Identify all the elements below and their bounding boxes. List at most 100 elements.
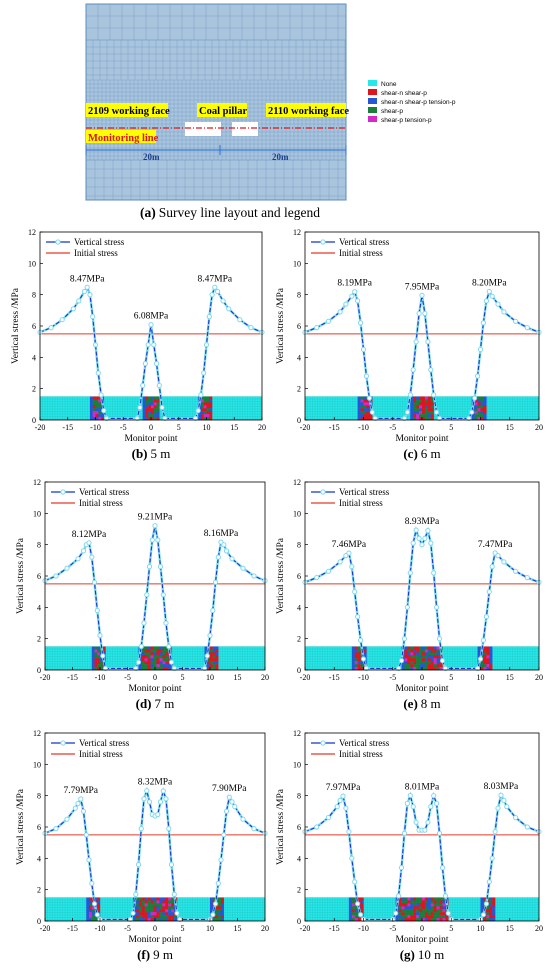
failure-cell <box>91 655 95 659</box>
failure-cell <box>150 649 154 653</box>
failure-cell <box>413 414 417 418</box>
failure-cell <box>486 658 490 662</box>
failure-cell <box>89 897 92 901</box>
failure-cell <box>141 900 145 904</box>
failure-cell <box>165 915 169 919</box>
failure-cell <box>419 408 423 412</box>
vertical-stress-point <box>160 788 166 794</box>
failure-cell <box>162 897 166 901</box>
failure-cell <box>486 909 490 913</box>
y-axis-label: Vertical stress /MPa <box>16 788 26 865</box>
failure-cell <box>153 408 157 412</box>
vertical-stress-point <box>146 799 153 805</box>
failure-cell <box>215 667 219 671</box>
vertical-stress-point <box>431 570 437 576</box>
failure-cell <box>95 399 99 403</box>
failure-cell <box>489 649 493 653</box>
failure-cell <box>442 900 446 904</box>
failure-cell <box>98 396 102 400</box>
failure-zone <box>410 396 434 421</box>
x-tick-label: 0 <box>420 423 424 432</box>
vertical-stress-point <box>369 409 375 415</box>
failure-cell <box>144 900 148 904</box>
failure-cell <box>86 897 90 901</box>
x-tick-label: -15 <box>62 423 73 432</box>
failure-cell <box>430 658 434 662</box>
failure-cell <box>401 897 405 901</box>
x-tick-label: -15 <box>329 924 340 933</box>
failure-cell <box>101 414 105 418</box>
vertical-stress-point <box>163 796 169 802</box>
vertical-stress-point <box>363 665 369 672</box>
vertical-stress-point <box>325 318 331 324</box>
failure-cell <box>489 903 493 907</box>
failure-cell <box>436 897 440 901</box>
failure-cell <box>419 897 423 901</box>
legend-initial-label: Initial stress <box>74 248 118 258</box>
failure-cell <box>480 417 484 421</box>
failure-cell <box>474 417 478 421</box>
failure-cell <box>395 918 399 922</box>
failure-cell <box>471 414 475 418</box>
failure-cell <box>416 399 420 403</box>
failure-cell <box>416 655 420 659</box>
failure-cell <box>357 655 361 659</box>
failure-cell <box>210 649 213 653</box>
failure-cell <box>424 402 429 406</box>
failure-cell <box>363 417 367 421</box>
failure-cell <box>360 900 364 904</box>
vertical-stress-point <box>349 855 355 861</box>
failure-cell <box>427 661 431 665</box>
failure-cell <box>416 903 420 907</box>
failure-cell <box>218 900 222 904</box>
failure-zone <box>142 396 160 421</box>
failure-cell <box>100 658 103 662</box>
failure-cell <box>424 655 429 659</box>
failure-cell <box>401 661 405 665</box>
failure-cell <box>439 667 443 671</box>
failure-cell <box>141 903 145 907</box>
failure-cell <box>354 909 358 913</box>
failure-cell <box>436 903 440 907</box>
vertical-stress-point <box>498 792 504 798</box>
failure-cell <box>97 649 101 653</box>
vertical-stress-point <box>64 816 70 822</box>
failure-cell <box>354 912 358 916</box>
failure-cell <box>430 402 434 406</box>
failure-cell <box>89 405 93 409</box>
vertical-stress-point <box>135 862 142 868</box>
vertical-stress-point <box>428 367 434 373</box>
vertical-stress-point <box>154 361 160 367</box>
failure-cell <box>427 658 431 662</box>
x-tick-label: 5 <box>449 673 453 682</box>
failure-cell <box>422 897 426 901</box>
failure-cell <box>138 664 142 668</box>
failure-cell <box>407 912 411 916</box>
failure-cell <box>416 918 420 922</box>
failure-cell <box>419 912 423 916</box>
x-tick-label: 5 <box>177 423 181 432</box>
failure-cell <box>407 658 411 662</box>
failure-cell <box>145 414 149 418</box>
failure-cell <box>422 655 426 659</box>
failure-cell <box>165 649 169 653</box>
vertical-stress-point <box>144 788 150 794</box>
failure-cell <box>430 408 434 412</box>
failure-cell <box>89 411 93 415</box>
vertical-stress-point <box>91 579 98 585</box>
failure-zone <box>133 897 178 922</box>
failure-cell <box>221 915 224 919</box>
caption-letter: (g) <box>400 947 415 962</box>
failure-cell <box>369 414 373 418</box>
failure-cell <box>210 661 213 665</box>
failure-cell <box>200 405 204 409</box>
vertical-stress-point <box>425 339 431 345</box>
vertical-stress-point <box>248 325 254 331</box>
caption-text: 8 m <box>421 696 441 711</box>
failure-cell <box>416 912 420 916</box>
failure-cell <box>410 906 414 910</box>
failure-cell <box>351 661 355 665</box>
legend-initial-label: Initial stress <box>79 498 123 508</box>
failure-cell <box>480 661 484 665</box>
failure-cell <box>357 649 361 653</box>
